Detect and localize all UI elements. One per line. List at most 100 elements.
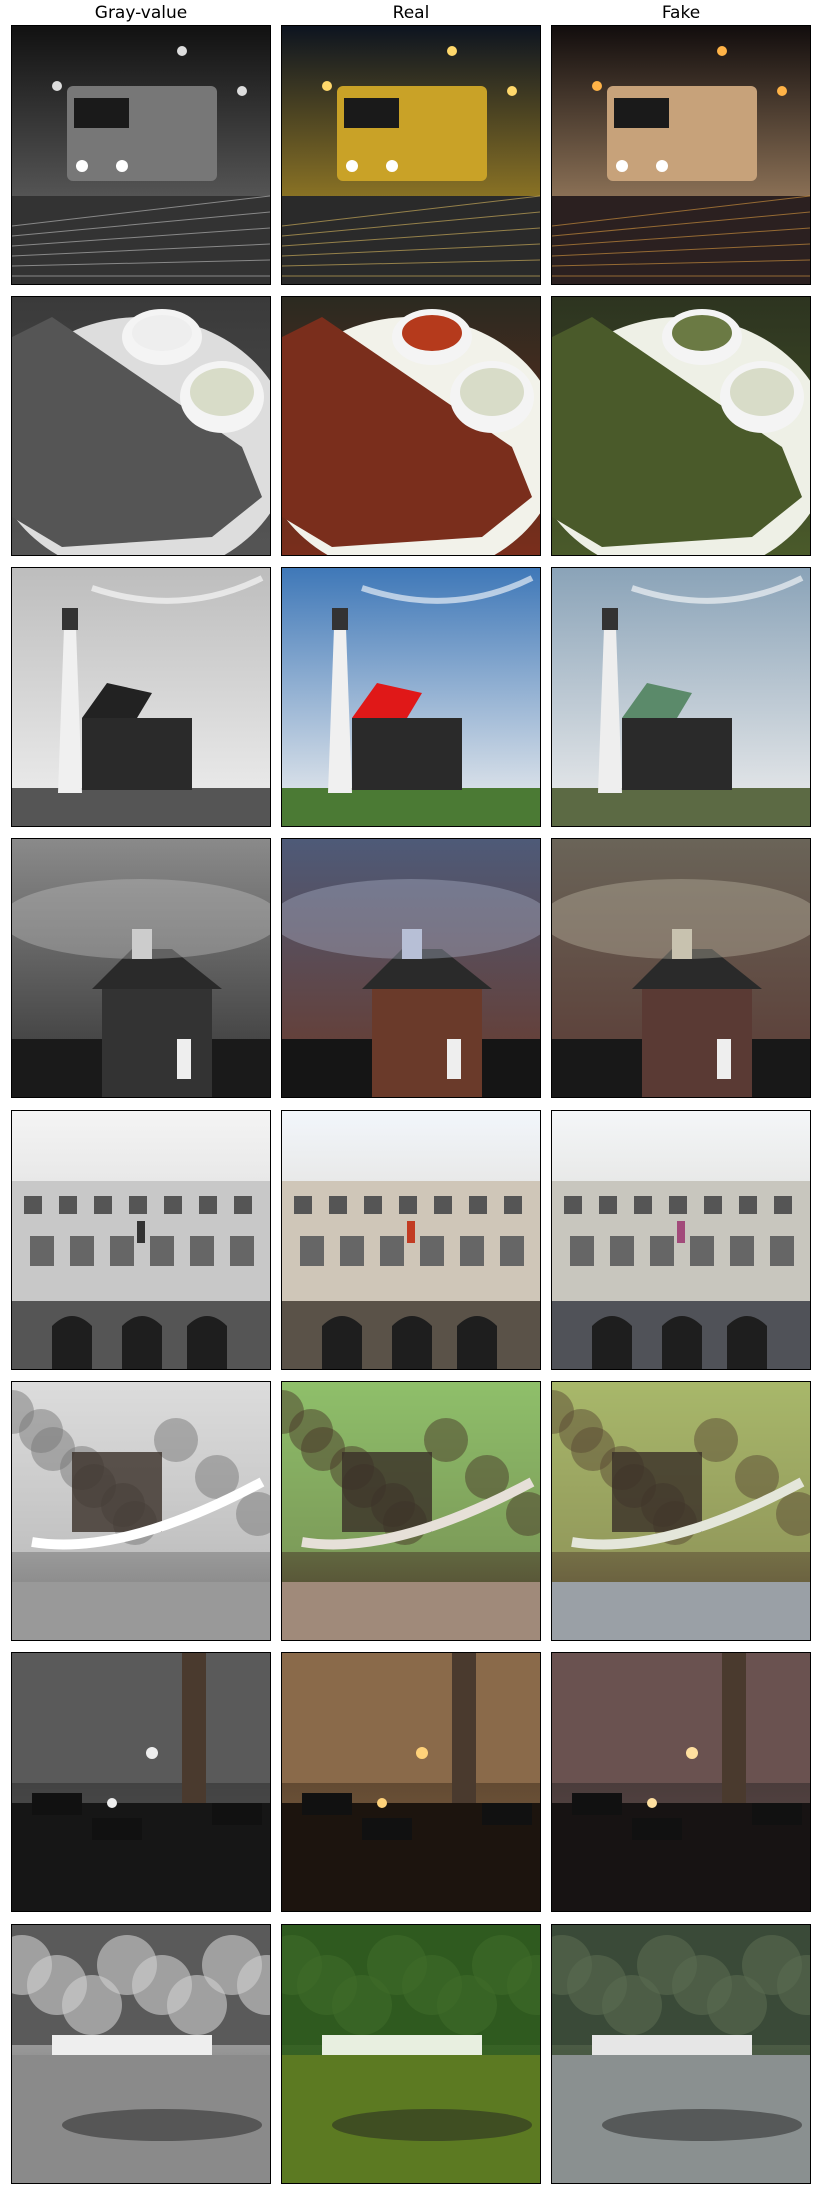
door — [447, 1039, 461, 1079]
foliage — [694, 1418, 738, 1462]
grass — [282, 788, 540, 826]
window — [150, 1236, 174, 1266]
rail — [282, 211, 540, 237]
forest-fallen-tree-gray-image — [11, 1381, 271, 1641]
sauce — [402, 315, 462, 351]
foliage — [154, 1418, 198, 1462]
foliage — [424, 1418, 468, 1462]
foliage — [195, 1455, 239, 1499]
arch — [187, 1316, 227, 1369]
promenade — [322, 2035, 482, 2055]
headlight — [386, 160, 398, 172]
lighthouse-tower — [58, 628, 82, 793]
window — [110, 1236, 134, 1266]
rail — [282, 259, 540, 267]
tracks — [552, 196, 810, 284]
church-body — [642, 989, 752, 1097]
church-roof — [362, 949, 492, 989]
column-title-fake: Fake — [661, 3, 701, 23]
table — [92, 1818, 142, 1840]
fallen-tree — [301, 1477, 535, 1550]
locomotive-night-gray-image — [11, 25, 271, 285]
table — [32, 1793, 82, 1815]
window — [704, 1196, 722, 1214]
lighthouse-tower — [328, 628, 352, 793]
belfry — [402, 929, 422, 959]
ribs-plate-gray-image — [11, 296, 271, 556]
ribs — [12, 317, 262, 547]
lighthouse-fake-image — [551, 567, 811, 827]
coleslaw — [190, 368, 254, 416]
tracks — [12, 196, 270, 284]
forest-fallen-tree-fake-image — [551, 1381, 811, 1641]
window — [70, 1236, 94, 1266]
church-stormy-sky-gray-image — [11, 838, 271, 1098]
lamp — [686, 1747, 698, 1759]
church-stormy-sky-real-image — [281, 838, 541, 1098]
ribs-plate-real-image — [281, 296, 541, 556]
lamp — [146, 1747, 158, 1759]
tree-canopy — [167, 1975, 227, 2035]
column-title-gray: Gray-value — [94, 3, 188, 23]
street-light — [507, 86, 517, 96]
candle — [107, 1798, 117, 1808]
cab-window — [614, 98, 669, 128]
church-body — [372, 989, 482, 1097]
arch — [322, 1316, 362, 1369]
window — [294, 1196, 312, 1214]
window — [634, 1196, 652, 1214]
window — [504, 1196, 522, 1214]
tree-canopy — [62, 1975, 122, 2035]
window — [30, 1236, 54, 1266]
window — [690, 1236, 714, 1266]
door — [177, 1039, 191, 1079]
foliage — [776, 1492, 810, 1536]
foliage — [559, 1409, 603, 1453]
sauce — [132, 315, 192, 351]
promenade — [592, 2035, 752, 2055]
rail — [552, 243, 810, 257]
street-light — [777, 86, 787, 96]
locomotive-night-fake-image — [551, 25, 811, 285]
rail — [12, 259, 270, 267]
rock-face — [72, 1452, 162, 1532]
fallen-tree — [571, 1477, 805, 1550]
headlight — [76, 160, 88, 172]
rail — [552, 227, 810, 247]
house — [82, 718, 192, 790]
window — [329, 1196, 347, 1214]
window — [24, 1196, 42, 1214]
sauce — [672, 315, 732, 351]
arch — [392, 1316, 432, 1369]
flag — [407, 1221, 415, 1243]
cloud-swirl — [552, 879, 810, 959]
cloud-swirl — [12, 879, 270, 959]
arch — [52, 1316, 92, 1369]
lamp — [416, 1747, 428, 1759]
rail — [12, 227, 270, 247]
street-light — [447, 46, 457, 56]
rail — [12, 211, 270, 237]
rock-face — [612, 1452, 702, 1532]
headlight — [616, 160, 628, 172]
palace-facade-fake-image — [551, 1110, 811, 1370]
window — [434, 1196, 452, 1214]
window — [164, 1196, 182, 1214]
church-stormy-sky-fake-image — [551, 838, 811, 1098]
foliage — [19, 1409, 63, 1453]
park-pond-fake-image — [551, 1924, 811, 2184]
church-roof — [632, 949, 762, 989]
lantern-room — [332, 608, 348, 630]
table — [362, 1818, 412, 1840]
column-title-real: Real — [392, 3, 430, 23]
window — [570, 1236, 594, 1266]
window — [599, 1196, 617, 1214]
ribs-plate-fake-image — [551, 296, 811, 556]
grass — [12, 788, 270, 826]
tree-canopy — [507, 1955, 540, 2015]
roof — [82, 683, 152, 718]
belfry — [672, 929, 692, 959]
lantern-room — [62, 608, 78, 630]
tree-canopy — [777, 1955, 810, 2015]
candle — [377, 1798, 387, 1808]
